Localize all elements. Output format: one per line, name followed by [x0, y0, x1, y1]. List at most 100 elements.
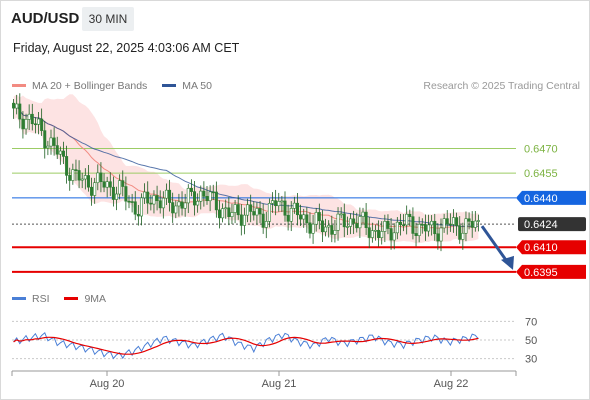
candle-body: [37, 118, 41, 125]
candle-body: [411, 216, 415, 234]
candle: [236, 195, 240, 220]
candle-body: [392, 232, 396, 241]
candle-body: [77, 170, 81, 181]
timeframe-button[interactable]: 30 MIN: [82, 7, 134, 31]
candle: [302, 208, 306, 228]
candle: [90, 177, 94, 206]
candle-body: [473, 220, 477, 228]
candle: [255, 202, 259, 225]
candle-body: [342, 213, 346, 228]
candle-body: [252, 211, 256, 216]
candle: [330, 215, 334, 243]
candle-body: [58, 150, 62, 155]
candle: [451, 209, 455, 233]
candle: [355, 212, 359, 233]
candle: [189, 179, 193, 197]
candle: [193, 180, 197, 216]
candle: [361, 207, 365, 226]
candle-body: [305, 214, 309, 224]
candle: [349, 213, 353, 235]
candle: [336, 207, 340, 241]
candle: [152, 190, 156, 214]
candle-body: [267, 203, 271, 222]
candle-body: [274, 200, 278, 207]
candle-body: [202, 190, 206, 197]
candle: [373, 224, 377, 241]
candle-body: [21, 118, 25, 130]
credit-text: Research © 2025 Trading Central: [423, 80, 580, 92]
candle-body: [24, 119, 28, 130]
candle: [299, 204, 303, 227]
candle-body: [461, 232, 465, 240]
level-labels: 0.6470 0.6455 0.6440 0.6424 0.6410 0.6395: [516, 143, 586, 279]
candle: [221, 203, 225, 223]
candle: [414, 222, 418, 247]
candle-body: [464, 218, 468, 234]
candle-body: [108, 181, 112, 188]
candle-body: [86, 175, 90, 188]
candle: [277, 192, 281, 212]
candle: [124, 176, 128, 211]
candle-body: [317, 212, 321, 222]
candle-body: [115, 193, 119, 200]
candle-body: [99, 172, 103, 183]
candle-body: [124, 186, 128, 202]
candle-body: [427, 224, 431, 232]
candle: [55, 136, 59, 160]
candle: [317, 203, 321, 230]
candle-body: [430, 220, 434, 226]
rsi-swatch: [12, 296, 26, 300]
candle-body: [383, 221, 387, 232]
candle-body: [143, 191, 147, 199]
candle: [158, 190, 162, 214]
candle: [24, 113, 28, 135]
candle: [458, 216, 462, 244]
support-badge: [516, 264, 586, 279]
candle-body: [327, 225, 331, 228]
candle-body: [43, 130, 47, 149]
candle: [345, 216, 349, 236]
candle: [83, 168, 87, 190]
legend-item-rsi: RSI: [12, 293, 50, 305]
candle: [177, 193, 181, 217]
candle: [395, 217, 399, 240]
moving-averages: [13, 105, 479, 230]
candle: [149, 194, 153, 211]
support-badge: [516, 240, 586, 255]
candle-body: [336, 213, 340, 231]
candle-body: [389, 228, 393, 241]
candle-body: [118, 180, 122, 195]
candle: [233, 199, 237, 224]
last-price-badge: [518, 217, 586, 232]
candle-body: [433, 220, 437, 235]
x-axis: Aug 20 Aug 21 Aug 22: [11, 370, 517, 390]
candle: [37, 112, 41, 135]
candle: [180, 191, 184, 216]
rsi-legend: RSI 9MA: [12, 293, 118, 305]
candle-body: [133, 201, 137, 215]
candle: [71, 163, 75, 185]
candle: [427, 214, 431, 237]
candle-body: [436, 233, 440, 242]
candle-body: [380, 231, 384, 238]
candle: [402, 214, 406, 232]
candle: [455, 212, 459, 236]
candle-body: [33, 123, 37, 126]
candle-body: [330, 225, 334, 235]
candle-body: [74, 169, 78, 171]
candle: [46, 140, 50, 156]
candle-body: [299, 214, 303, 220]
candle: [448, 213, 452, 232]
candle-body: [15, 103, 19, 109]
candle: [386, 214, 390, 235]
candle-body: [40, 118, 44, 131]
forecast-arrow: [480, 225, 514, 270]
candle-body: [199, 190, 203, 202]
candle-body: [65, 156, 69, 176]
candle: [186, 184, 190, 214]
candle-body: [83, 175, 87, 180]
candle: [115, 186, 119, 211]
candle: [43, 120, 47, 159]
candle-body: [286, 214, 290, 222]
